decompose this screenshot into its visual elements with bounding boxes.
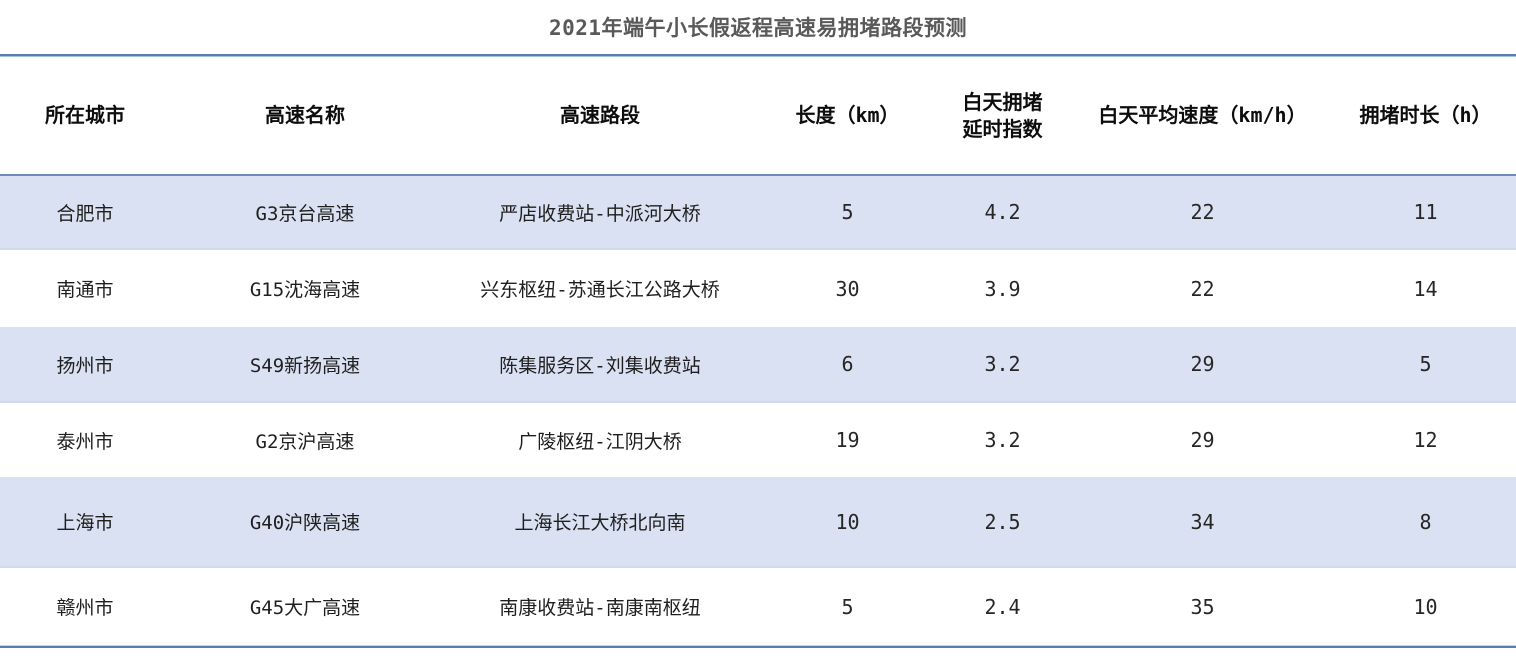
cell-road-section: 兴东枢纽-苏通长江公路大桥 — [480, 279, 720, 301]
column-header-city: 所在城市 — [0, 57, 170, 176]
cell-avg-speed: 22 — [1190, 276, 1215, 301]
title-divider-line — [0, 54, 1516, 57]
column-header-highway-name: 高速名称 — [170, 57, 440, 176]
cell-road-section: 陈集服务区-刘集收费站 — [499, 354, 701, 377]
cell-delay-index: 2.5 — [984, 509, 1021, 534]
cell-congestion-hours: 8 — [1419, 509, 1432, 534]
table-row: 南通市 G15沈海高速 兴东枢纽-苏通长江公路大桥 30 3.9 22 14 — [0, 249, 1516, 327]
table-row: 合肥市 G3京台高速 严店收费站-中派河大桥 5 4.2 22 11 — [0, 175, 1516, 249]
table-row: 上海市 G40沪陕高速 上海长江大桥北向南 10 2.5 34 8 — [0, 477, 1516, 567]
cell-length-km: 19 — [835, 428, 860, 452]
table-row: 赣州市 G45大广高速 南康收费站-南康南枢纽 5 2.4 35 10 — [0, 567, 1516, 645]
cell-avg-speed: 29 — [1190, 352, 1215, 376]
cell-delay-index: 2.4 — [984, 594, 1021, 619]
cell-avg-speed: 34 — [1190, 509, 1215, 534]
page-title: 2021年端午小长假返程高速易拥堵路段预测 — [548, 16, 968, 40]
cell-congestion-hours: 14 — [1413, 276, 1438, 301]
cell-length-km: 6 — [841, 352, 854, 376]
cell-avg-speed: 29 — [1190, 428, 1215, 452]
cell-congestion-hours: 12 — [1413, 428, 1438, 452]
cell-highway-name: G3京台高速 — [255, 202, 355, 225]
cell-city: 合肥市 — [56, 202, 114, 225]
table-row: 泰州市 G2京沪高速 广陵枢纽-江阴大桥 19 3.2 29 12 — [0, 402, 1516, 477]
cell-delay-index: 3.2 — [984, 352, 1021, 376]
cell-highway-name: G40沪陕高速 — [249, 512, 361, 534]
title-bar: 2021年端午小长假返程高速易拥堵路段预测 — [0, 0, 1516, 54]
column-header-avg-speed: 白天平均速度（km/h） — [1070, 57, 1335, 176]
cell-city: 扬州市 — [56, 354, 114, 377]
cell-highway-name: G2京沪高速 — [255, 430, 355, 453]
header-row: 所在城市 高速名称 高速路段 长度（km） 白天拥堵延时指数 白天平均速度（km… — [0, 57, 1516, 176]
column-header-length-km: 长度（km） — [760, 57, 935, 176]
cell-avg-speed: 35 — [1190, 594, 1215, 619]
cell-length-km: 10 — [835, 509, 860, 534]
cell-congestion-hours: 10 — [1413, 594, 1438, 619]
table-body: 合肥市 G3京台高速 严店收费站-中派河大桥 5 4.2 22 11 南通市 G… — [0, 175, 1516, 645]
table-row: 扬州市 S49新扬高速 陈集服务区-刘集收费站 6 3.2 29 5 — [0, 327, 1516, 402]
cell-city: 南通市 — [56, 279, 114, 301]
cell-length-km: 30 — [835, 276, 860, 301]
cell-highway-name: G45大广高速 — [249, 597, 361, 619]
cell-highway-name: G15沈海高速 — [249, 279, 361, 301]
column-header-congestion-hours: 拥堵时长（h） — [1335, 57, 1516, 176]
column-header-delay-index-text: 白天拥堵延时指数 — [962, 89, 1043, 141]
cell-road-section: 严店收费站-中派河大桥 — [499, 202, 701, 225]
cell-length-km: 5 — [841, 594, 854, 619]
cell-highway-name: S49新扬高速 — [249, 354, 361, 377]
table-bottom-border-line — [0, 645, 1516, 648]
column-header-road-section: 高速路段 — [440, 57, 760, 176]
table-header: 所在城市 高速名称 高速路段 长度（km） 白天拥堵延时指数 白天平均速度（km… — [0, 57, 1516, 176]
cell-delay-index: 3.9 — [984, 276, 1021, 301]
cell-delay-index: 4.2 — [984, 200, 1021, 224]
congestion-forecast-table: 所在城市 高速名称 高速路段 长度（km） 白天拥堵延时指数 白天平均速度（km… — [0, 57, 1516, 645]
cell-city: 上海市 — [56, 512, 114, 534]
cell-city: 赣州市 — [56, 597, 114, 619]
column-header-delay-index: 白天拥堵延时指数 — [935, 57, 1070, 176]
cell-congestion-hours: 5 — [1419, 352, 1432, 376]
cell-city: 泰州市 — [56, 430, 114, 453]
cell-length-km: 5 — [841, 200, 854, 224]
cell-delay-index: 3.2 — [984, 428, 1021, 452]
cell-road-section: 广陵枢纽-江阴大桥 — [518, 430, 682, 453]
cell-congestion-hours: 11 — [1413, 200, 1438, 224]
cell-avg-speed: 22 — [1190, 200, 1215, 224]
cell-road-section: 上海长江大桥北向南 — [514, 512, 686, 534]
cell-road-section: 南康收费站-南康南枢纽 — [499, 597, 701, 619]
